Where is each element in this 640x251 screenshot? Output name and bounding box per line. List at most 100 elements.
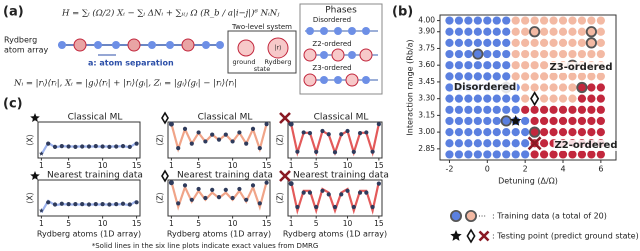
- data-point: [454, 94, 464, 103]
- test-icon: [30, 113, 40, 122]
- predicted-point: [127, 202, 132, 207]
- data-point: [483, 94, 492, 103]
- x-tick-label: 10: [343, 161, 353, 170]
- data-point: [529, 126, 541, 138]
- data-point: [483, 61, 492, 70]
- data-point: [454, 128, 464, 137]
- atom: [306, 27, 314, 35]
- x-tick-label: 5: [66, 219, 71, 228]
- data-point: [445, 139, 454, 148]
- data-point: [568, 128, 577, 137]
- x-tick-label: 10: [343, 219, 353, 228]
- data-point: [445, 72, 454, 81]
- data-point: [502, 16, 511, 25]
- predicted-point: [223, 187, 228, 192]
- data-point: [549, 83, 558, 92]
- data-point: [568, 16, 577, 25]
- data-point: [521, 128, 530, 137]
- predicted-point: [230, 195, 235, 201]
- chart-title: Nearest training data: [177, 171, 273, 181]
- x-tick-label: 0: [485, 165, 490, 174]
- data-point: [521, 150, 530, 159]
- data-point: [492, 150, 501, 159]
- data-point: [530, 61, 539, 70]
- data-point: [568, 83, 577, 92]
- data-point: [473, 27, 482, 36]
- legend-icon: [478, 230, 490, 242]
- data-point: [454, 116, 464, 126]
- data-point: [511, 150, 520, 159]
- panel-label: (a): [3, 5, 24, 20]
- atom: [348, 27, 356, 35]
- atom: [58, 41, 66, 49]
- data-point: [539, 72, 549, 81]
- y-tick-label: 3.00: [418, 127, 435, 136]
- ground-state: [237, 39, 255, 57]
- predicted-point: [182, 126, 188, 131]
- y-tick-label: 3.45: [418, 77, 435, 86]
- data-point: [445, 61, 454, 70]
- data-point: [549, 128, 558, 137]
- predicted-point: [370, 204, 375, 210]
- predicted-point: [320, 128, 325, 134]
- data-point: [521, 72, 530, 81]
- y-axis-label: ⟨Z⟩: [276, 192, 285, 204]
- annotation: Z2-ordered: [555, 140, 618, 151]
- data-point: [483, 105, 492, 114]
- data-point: [464, 116, 473, 126]
- atom: [334, 76, 342, 84]
- x-tick-label: 5: [314, 161, 319, 170]
- plot-frame: [287, 179, 383, 217]
- data-point: [596, 116, 605, 126]
- data-point: [530, 116, 539, 126]
- predicted-point: [196, 130, 201, 135]
- data-point: [473, 38, 482, 47]
- data-point: [587, 116, 596, 126]
- panel-label: (c): [3, 97, 23, 112]
- atom: [320, 76, 328, 84]
- data-point: [539, 150, 549, 159]
- data-point: [511, 16, 520, 25]
- predicted-point: [120, 144, 126, 149]
- x-tick-label: 15: [132, 161, 142, 170]
- data-point: [587, 105, 596, 114]
- two-level-title: Two-level system: [231, 23, 292, 31]
- x-axis-label: Rydberg atoms (1D array): [37, 230, 141, 239]
- data-point: [530, 38, 539, 47]
- predicted-point: [120, 201, 126, 206]
- x-tick-label: 2: [523, 165, 528, 174]
- data-point: [549, 27, 558, 36]
- predicted-point: [134, 200, 139, 205]
- predicted-point: [301, 130, 306, 135]
- test-icon: [161, 169, 169, 183]
- atom: [94, 41, 102, 49]
- atom: [202, 41, 210, 49]
- data-point: [445, 105, 454, 114]
- x-axis-label: Detuning (Δ/Ω): [498, 177, 558, 186]
- data-point: [549, 105, 558, 114]
- data-point: [521, 38, 530, 47]
- predicted-point: [73, 202, 78, 207]
- data-point: [464, 105, 473, 114]
- data-point: [596, 94, 605, 103]
- data-point: [473, 139, 482, 148]
- x-tick-label: 10: [228, 219, 238, 228]
- rydberg-state: [267, 37, 289, 59]
- data-point: [454, 61, 464, 70]
- data-point: [521, 139, 530, 148]
- predicted-point: [59, 201, 64, 206]
- data-point: [445, 116, 454, 126]
- x-tick-label: 5: [314, 219, 319, 228]
- exact-line: [290, 181, 380, 215]
- y-tick-label: 4.00: [418, 16, 435, 25]
- predicted-point: [364, 190, 369, 195]
- data-point: [511, 61, 520, 70]
- data-point: [530, 16, 539, 25]
- y-axis-label: ⟨Z⟩: [276, 134, 285, 146]
- x-tick-label: 1: [169, 219, 174, 228]
- predicted-point: [114, 144, 119, 149]
- data-point: [596, 128, 605, 137]
- data-point: [527, 136, 542, 151]
- data-point: [587, 128, 596, 137]
- data-point: [530, 72, 539, 81]
